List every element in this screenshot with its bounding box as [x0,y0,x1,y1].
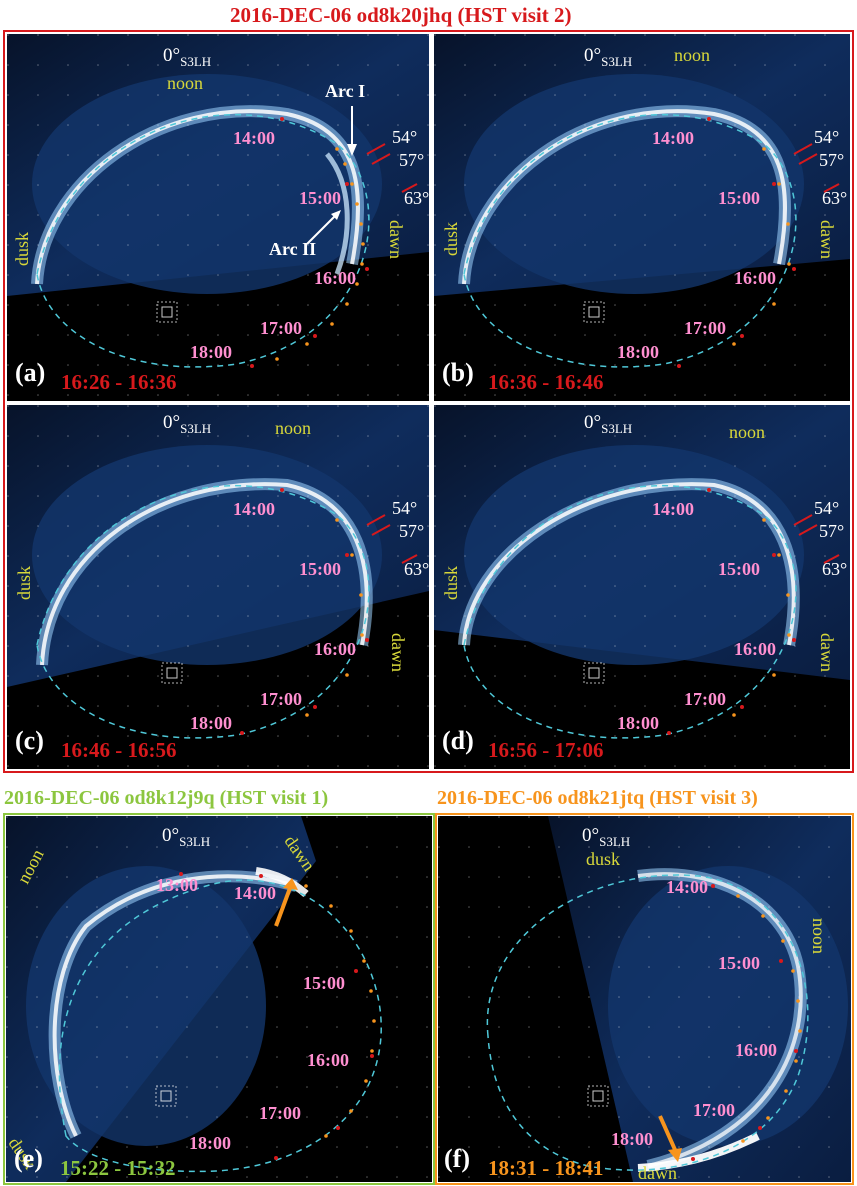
dawn-label: dawn [388,633,408,672]
zero-meridian-label: 0°S3LH [582,825,631,849]
lat-57-label: 57° [819,521,845,541]
hour-label: 15:00 [718,188,760,208]
hour-label: 16:00 [735,1040,777,1060]
hour-label: 17:00 [260,689,302,709]
hour-label: 17:00 [259,1103,301,1123]
hour-label: 14:00 [233,128,275,148]
arc-2-label: Arc II [269,239,317,259]
time-range: 16:26 - 16:36 [61,370,177,394]
hour-label: 18:00 [190,713,232,733]
dusk-label: dusk [14,565,34,600]
time-range: 18:31 - 18:41 [488,1156,604,1180]
lat-54-label: 54° [814,127,840,147]
noon-label: noon [809,918,829,954]
hour-label: 15:00 [303,973,345,993]
zero-meridian-label: 0°S3LH [584,412,633,436]
panel-letter: (d) [442,726,474,755]
dawn-label: dawn [817,220,837,259]
hour-label: 15:00 [718,559,760,579]
lat-63-label: 63° [404,188,429,208]
time-range: 16:36 - 16:46 [488,370,604,394]
arc-1-label: Arc I [325,81,366,101]
hour-label: 16:00 [314,639,356,659]
panel-e: 0°S3LH noon dawn dusk 13:00 14:00 15:00 … [6,816,432,1182]
lat-63-label: 63° [404,559,429,579]
hour-label: 16:00 [734,268,776,288]
lat-57-label: 57° [819,150,845,170]
hour-label: 14:00 [233,499,275,519]
hour-label: 17:00 [260,318,302,338]
lat-54-label: 54° [392,127,418,147]
lat-63-label: 63° [822,559,848,579]
title-visit-2: 2016-DEC-06 od8k20jhq (HST visit 2) [230,3,572,27]
lat-54-label: 54° [392,498,418,518]
title-visit-1: 2016-DEC-06 od8k12j9q (HST visit 1) [4,787,329,809]
panel-a-image [7,34,429,401]
noon-label: noon [674,45,710,65]
panel-d-image [434,405,850,769]
zero-meridian-label: 0°S3LH [162,825,211,849]
hour-label: 18:00 [190,342,232,362]
hour-label: 16:00 [734,639,776,659]
panel-d: 0°S3LH noon dusk dawn 54° 57° 63° 14:00 … [434,405,850,769]
panel-letter: (e) [14,1144,43,1173]
hour-label: 17:00 [693,1100,735,1120]
hour-label: 15:00 [299,559,341,579]
hour-label: 14:00 [234,883,276,903]
dusk-label: dusk [586,849,621,869]
hour-label: 18:00 [617,342,659,362]
hour-label: 14:00 [652,499,694,519]
hour-label: 17:00 [684,318,726,338]
hour-label: 16:00 [307,1050,349,1070]
dusk-label: dusk [441,221,461,256]
title-visit-3: 2016-DEC-06 od8k21jtq (HST visit 3) [437,787,758,809]
lat-54-label: 54° [814,498,840,518]
noon-label: noon [167,73,203,93]
panel-f-image [438,816,851,1182]
zero-meridian-label: 0°S3LH [584,45,633,69]
lat-57-label: 57° [399,521,425,541]
panel-f: 0°S3LH dusk noon dawn 14:00 15:00 16:00 … [438,816,851,1182]
hour-label: 14:00 [652,128,694,148]
dusk-label: dusk [12,231,32,266]
zero-meridian-label: 0°S3LH [163,412,212,436]
noon-label: noon [275,418,311,438]
hour-label: 18:00 [189,1133,231,1153]
time-range: 16:46 - 16:56 [61,738,177,762]
hour-label: 14:00 [666,877,708,897]
panel-e-image [6,816,432,1182]
hour-label: 18:00 [611,1129,653,1149]
time-range: 16:56 - 17:06 [488,738,604,762]
noon-label: noon [729,422,765,442]
panel-letter: (c) [15,726,44,755]
lat-57-label: 57° [399,150,425,170]
dusk-label: dusk [441,565,461,600]
panel-letter: (b) [442,358,474,387]
panel-c: 0°S3LH noon dusk dawn 54° 57° 63° 14:00 … [7,405,429,769]
hour-label: 15:00 [299,188,341,208]
lat-63-label: 63° [822,188,848,208]
frame-visit-2 [3,30,854,773]
hour-label: 13:00 [156,875,198,895]
dawn-label: dawn [817,633,837,672]
frame-visit-3 [435,813,854,1185]
frame-visit-1 [3,813,435,1185]
time-range: 15:22 - 15:32 [60,1156,176,1180]
hour-label: 18:00 [617,713,659,733]
panel-c-image [7,405,429,769]
panel-letter: (a) [15,358,46,387]
panel-letter: (f) [444,1144,470,1173]
dawn-label: dawn [386,220,406,259]
hour-label: 17:00 [684,689,726,709]
dawn-label: dawn [638,1163,677,1182]
panel-a: 0°S3LH noon dusk dawn Arc I Arc II 54° 5… [7,34,429,401]
panel-b: 0°S3LH noon dusk dawn 54° 57° 63° 14:00 … [434,34,850,401]
panel-b-image [434,34,850,401]
zero-meridian-label: 0°S3LH [163,45,212,69]
hour-label: 15:00 [718,953,760,973]
hour-label: 16:00 [314,268,356,288]
